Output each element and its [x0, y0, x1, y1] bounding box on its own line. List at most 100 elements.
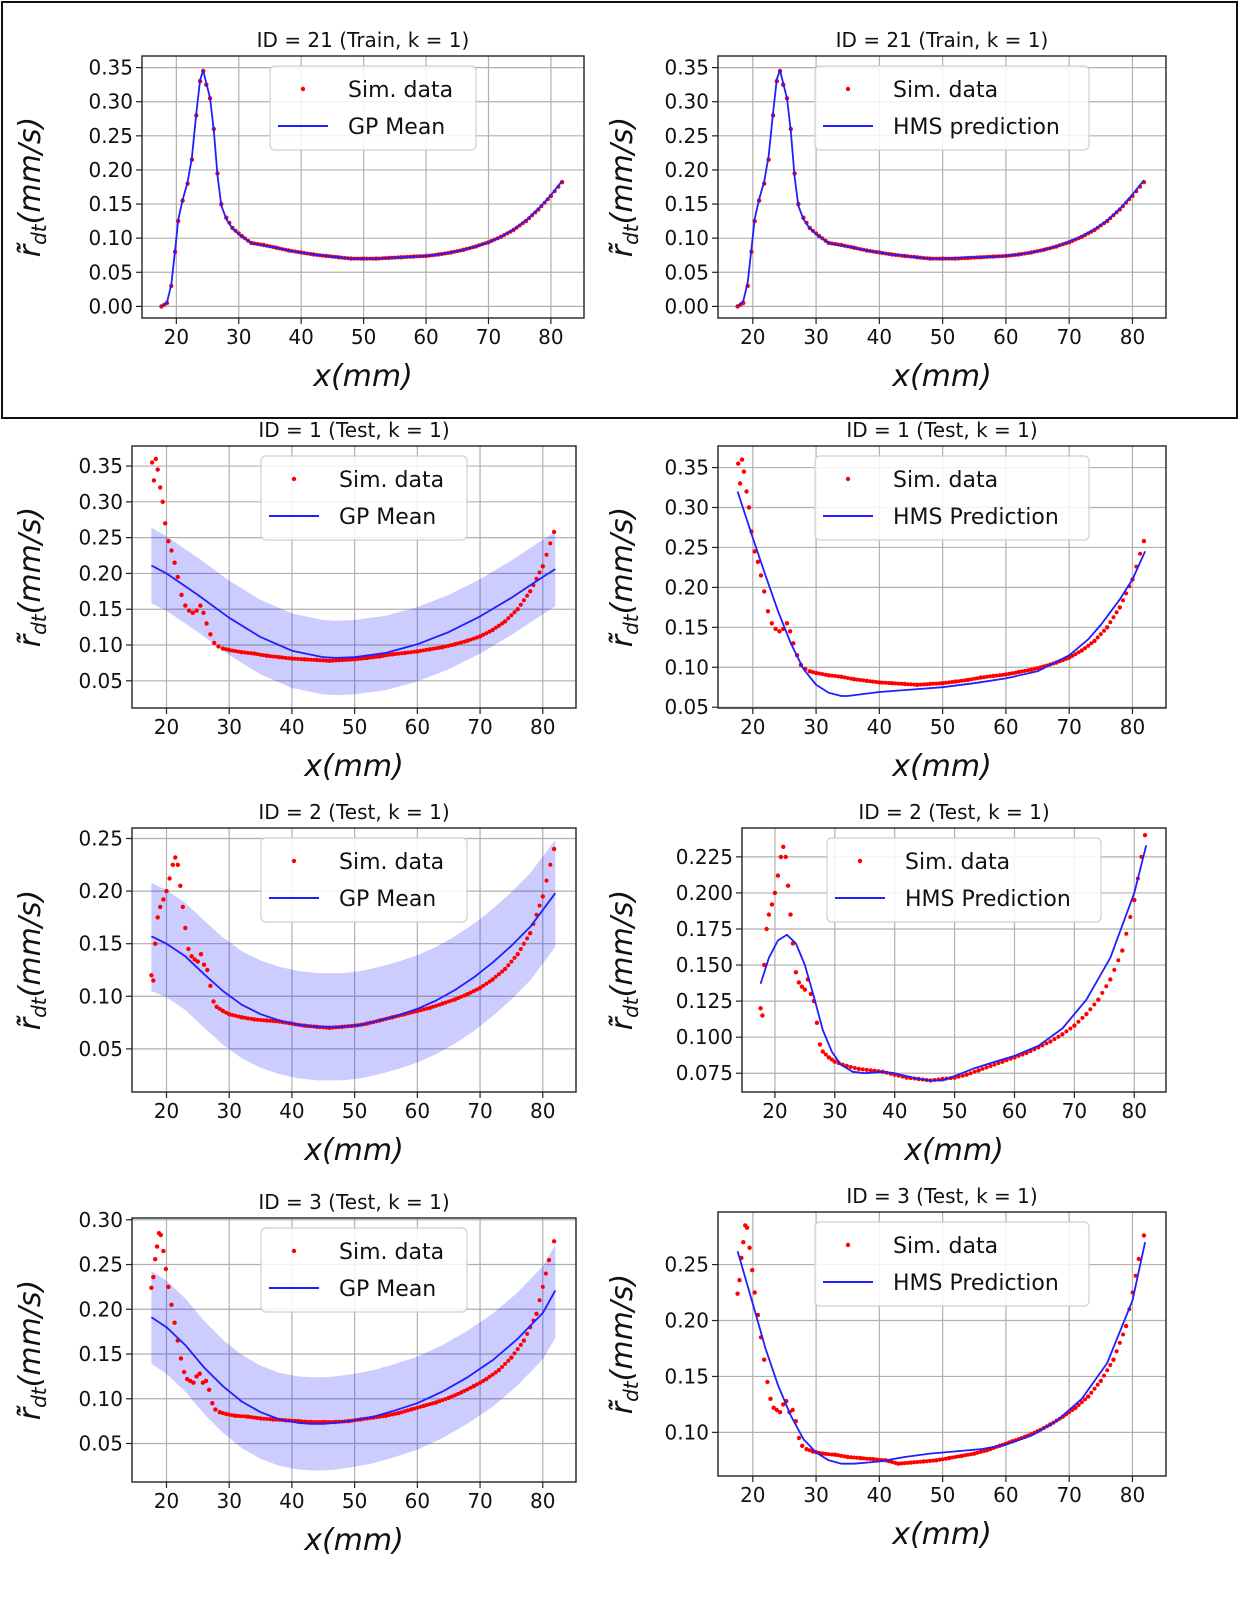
- data-point: [537, 1298, 542, 1303]
- data-point: [1064, 1029, 1069, 1034]
- data-point: [434, 646, 439, 651]
- data-point: [758, 1006, 763, 1011]
- data-point: [752, 1290, 757, 1295]
- data-point: [493, 625, 498, 630]
- data-point: [255, 652, 260, 657]
- series-line-gp-mean: [150, 564, 556, 659]
- x-tick-label: 20: [154, 1099, 179, 1123]
- y-tick-label: 0.15: [78, 1342, 123, 1366]
- x-axis-label: x(mm): [312, 359, 413, 394]
- data-point: [166, 1284, 171, 1290]
- legend-box: [814, 455, 1090, 541]
- data-point: [918, 1459, 923, 1464]
- data-point: [452, 642, 458, 647]
- data-point: [781, 844, 786, 849]
- data-point: [912, 1460, 917, 1465]
- legend-label-line: GP Mean: [339, 1277, 436, 1302]
- data-point: [453, 1393, 457, 1398]
- data-point: [208, 632, 213, 637]
- data-point: [760, 1013, 765, 1018]
- plot-area: [735, 1223, 1147, 1466]
- x-tick-label: 50: [351, 325, 376, 349]
- data-point: [261, 1416, 266, 1421]
- data-point: [1095, 1382, 1100, 1387]
- data-point: [1114, 610, 1119, 615]
- data-point: [271, 1019, 276, 1023]
- legend-label-sim-data: Sim. data: [905, 850, 1010, 875]
- data-point: [829, 1452, 834, 1457]
- legend-marker-sim-data: [291, 858, 297, 864]
- data-point: [245, 1414, 251, 1419]
- data-point: [246, 1016, 250, 1021]
- y-tick-label: 0.25: [88, 124, 133, 148]
- chart-title: ID = 21 (Train, k = 1): [257, 28, 470, 52]
- data-point: [1013, 670, 1018, 675]
- x-tick-label: 60: [413, 325, 438, 349]
- data-point: [980, 1066, 985, 1071]
- data-point: [836, 1453, 841, 1458]
- data-point: [860, 1067, 865, 1072]
- chart-panel-test2-gp: 20 30 40 50 60 70 80 0.05 0.10 0.15 0.20 0.25 ID = 2…: [13, 800, 577, 1168]
- data-point: [230, 1413, 235, 1418]
- data-point: [546, 1257, 552, 1263]
- data-point: [1076, 1403, 1081, 1407]
- data-point: [449, 1394, 454, 1399]
- data-point: [1089, 1390, 1094, 1395]
- data-point: [194, 608, 199, 613]
- y-tick-label: 0.20: [664, 1309, 709, 1333]
- data-point: [934, 1458, 939, 1463]
- x-tick-label: 80: [1120, 325, 1145, 349]
- data-point: [493, 974, 498, 979]
- data-point: [421, 1403, 426, 1409]
- series-line-gp-mean: [151, 892, 557, 1028]
- data-point: [233, 649, 238, 654]
- data-point: [153, 1257, 158, 1262]
- x-tick-label: 70: [476, 325, 501, 349]
- data-point: [509, 613, 514, 618]
- x-tick-label: 20: [164, 325, 189, 349]
- data-point: [518, 947, 523, 951]
- data-point: [826, 1452, 831, 1457]
- data-point: [459, 1390, 464, 1395]
- data-point: [194, 1374, 199, 1379]
- x-axis-label: x(mm): [891, 749, 992, 784]
- data-point: [829, 673, 834, 678]
- legend-box: [814, 65, 1090, 151]
- data-point: [327, 658, 332, 663]
- legend-label-sim-data: Sim. data: [339, 468, 444, 493]
- y-tick-label: 0.05: [664, 260, 709, 284]
- data-point: [544, 878, 549, 883]
- data-point: [525, 936, 530, 941]
- y-tick-label: 0.25: [78, 827, 123, 851]
- data-point: [762, 962, 767, 968]
- data-point: [211, 999, 216, 1004]
- legend-label-line: HMS Prediction: [905, 887, 1071, 912]
- data-point: [858, 678, 863, 682]
- data-point: [1068, 1026, 1073, 1031]
- chart-panel-train21-hms: 20 30 40 50 60 70 80 0.00 0.05 0.10 0.15 0.20 0.25 0.…: [605, 28, 1167, 394]
- data-point: [181, 1369, 187, 1375]
- data-point: [1086, 643, 1091, 648]
- legend-label-line: GP Mean: [348, 115, 445, 140]
- y-tick-label: 0.10: [664, 226, 709, 250]
- data-point: [839, 674, 844, 679]
- data-point: [289, 656, 295, 661]
- legend-label-line: GP Mean: [339, 505, 436, 530]
- x-tick-label: 70: [1056, 1483, 1081, 1507]
- chart-title: ID = 1 (Test, k = 1): [846, 418, 1037, 442]
- data-point: [1073, 652, 1078, 657]
- data-point: [981, 675, 986, 680]
- x-tick-label: 80: [1122, 1099, 1147, 1123]
- x-tick-label: 50: [342, 1099, 367, 1123]
- y-tick-label: 0.175: [676, 917, 733, 941]
- data-point: [744, 489, 749, 494]
- data-point: [153, 941, 158, 946]
- data-point: [512, 610, 517, 615]
- data-point: [796, 980, 802, 985]
- data-point: [465, 992, 470, 997]
- data-point: [468, 990, 473, 995]
- data-point: [976, 1068, 981, 1073]
- data-point: [412, 1406, 417, 1411]
- data-point: [1076, 650, 1081, 655]
- y-label-units: (mm/s): [605, 890, 640, 998]
